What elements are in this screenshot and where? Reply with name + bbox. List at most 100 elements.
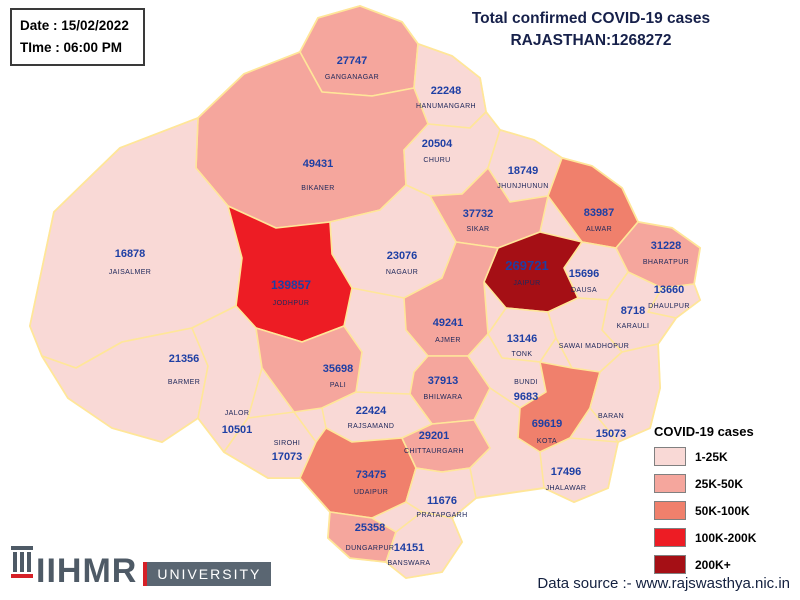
district-bharatpur-label: BHARATPUR bbox=[643, 259, 689, 266]
district-karauli-label: KARAULI bbox=[617, 323, 650, 330]
district-baran-region bbox=[589, 343, 661, 443]
district-banswara-region bbox=[385, 511, 463, 579]
legend-swatch bbox=[654, 555, 686, 574]
legend: COVID-19 cases 1-25K 25K-50K 50K-100K 100K-… bbox=[654, 424, 784, 582]
legend-item-1-25K: 1-25K bbox=[654, 447, 784, 466]
district-jaisalmer-value: 16878 bbox=[115, 248, 146, 260]
legend-label: 100K-200K bbox=[695, 530, 757, 545]
legend-title: COVID-19 cases bbox=[654, 424, 754, 439]
district-jaipur-label: JAIPUR bbox=[513, 280, 540, 287]
district-hanumangarh-value: 22248 bbox=[431, 85, 462, 97]
district-jhalawar-label: JHALAWAR bbox=[546, 485, 587, 492]
legend-items: 1-25K 25K-50K 50K-100K 100K-200K 200K+ bbox=[654, 447, 784, 574]
legend-label: 1-25K bbox=[695, 449, 728, 464]
district-jodhpur-label: JODHPUR bbox=[273, 300, 310, 307]
district-banswara-value: 14151 bbox=[394, 542, 425, 554]
date-label: Date : 15/02/2022 bbox=[20, 18, 129, 33]
district-jhalawar-value: 17496 bbox=[551, 466, 582, 478]
district-alwar-label: ALWAR bbox=[586, 226, 612, 233]
district-bhilwara-value: 37913 bbox=[428, 375, 459, 387]
title-line-1: Total confirmed COVID-19 cases bbox=[471, 10, 711, 27]
district-ajmer-value: 49241 bbox=[433, 317, 464, 329]
district-rajsamand-value: 22424 bbox=[356, 405, 387, 417]
district-kota-value: 69619 bbox=[532, 418, 563, 430]
district-barmer-value: 21356 bbox=[169, 353, 200, 365]
district-dhaulpur-label: DHAULPUR bbox=[648, 303, 690, 310]
district-churu-label: CHURU bbox=[423, 157, 450, 164]
district-tonk-value: 13146 bbox=[507, 333, 538, 345]
district-dhaulpur-value: 13660 bbox=[654, 284, 685, 296]
legend-item-25K-50K: 25K-50K bbox=[654, 474, 784, 493]
district-sirohi-label: SIROHI bbox=[274, 440, 301, 447]
district-dungarpur-value: 25358 bbox=[355, 522, 386, 534]
district-ganganagar-label: GANGANAGAR bbox=[325, 74, 379, 81]
legend-swatch bbox=[654, 501, 686, 520]
legend-item-50K-100K: 50K-100K bbox=[654, 501, 784, 520]
building-icon bbox=[10, 545, 34, 586]
district-jhunjhunun-label: JHUNJHUNUN bbox=[497, 183, 548, 190]
district-dungarpur-label: DUNGARPUR bbox=[346, 545, 395, 552]
district-jaipur-value: 269721 bbox=[505, 258, 548, 273]
district-tonk-label: TONK bbox=[512, 351, 533, 358]
district-sirohi-value: 17073 bbox=[272, 451, 303, 463]
legend-item-200K+: 200K+ bbox=[654, 555, 784, 574]
legend-label: 200K+ bbox=[695, 557, 731, 572]
district-churu-value: 20504 bbox=[422, 138, 453, 150]
district-udaipur-value: 73475 bbox=[356, 469, 387, 481]
district-bhilwara-label: BHILWARA bbox=[424, 394, 463, 401]
legend-item-100K-200K: 100K-200K bbox=[654, 528, 784, 547]
legend-label: 25K-50K bbox=[695, 476, 744, 491]
district-udaipur-label: UDAIPUR bbox=[354, 489, 388, 496]
district-pali-value: 35698 bbox=[323, 363, 354, 375]
district-bundi-label: BUNDI bbox=[514, 379, 538, 386]
data-source-text: Data source :- www.rajswasthya.nic.in bbox=[537, 575, 790, 592]
district-pratapgarh-value: 11676 bbox=[427, 495, 457, 507]
district-jalor-value: 10501 bbox=[222, 424, 253, 436]
district-bikaner-value: 49431 bbox=[303, 158, 334, 170]
logo-sub-text: UNIVERSITY bbox=[143, 562, 272, 586]
district-bharatpur-value: 31228 bbox=[651, 240, 682, 252]
time-label: TIme : 06:00 PM bbox=[20, 39, 123, 55]
district-ganganagar-value: 27747 bbox=[337, 55, 368, 67]
district-karauli-value: 8718 bbox=[621, 305, 645, 317]
district-pratapgarh-label: PRATAPGARH bbox=[416, 512, 467, 519]
district-jodhpur-value: 139857 bbox=[271, 278, 311, 292]
page-title: Total confirmed COVID-19 cases RAJASTHAN… bbox=[396, 8, 786, 53]
district-barmer-label: BARMER bbox=[168, 379, 200, 386]
district-nagaur-label: NAGAUR bbox=[386, 269, 418, 276]
district-dausa-label: DAUSA bbox=[571, 287, 597, 294]
district-rajsamand-label: RAJSAMAND bbox=[348, 423, 395, 430]
district-bikaner-label: BIKANER bbox=[301, 185, 335, 192]
district-jaisalmer-label: JAISALMER bbox=[109, 269, 152, 276]
iihmr-university-logo: IIHMR UNIVERSITY bbox=[10, 545, 272, 591]
district-jhunjhunun-value: 18749 bbox=[508, 165, 539, 177]
district-banswara-label: BANSWARA bbox=[387, 560, 430, 567]
district-kota-label: KOTA bbox=[537, 438, 557, 445]
district-ajmer-label: AJMER bbox=[435, 337, 461, 344]
district-bundi-value: 9683 bbox=[514, 391, 538, 403]
district-sikar-value: 37732 bbox=[463, 208, 494, 220]
legend-swatch bbox=[654, 447, 686, 466]
district-chittaurgarh-value: 29201 bbox=[419, 430, 450, 442]
date-time-box: Date : 15/02/2022 TIme : 06:00 PM bbox=[10, 8, 145, 67]
legend-swatch bbox=[654, 474, 686, 493]
district-sikar-label: SIKAR bbox=[466, 226, 489, 233]
district-baran-label: BARAN bbox=[598, 413, 624, 420]
district-chittaurgarh-label: CHITTAURGARH bbox=[404, 448, 464, 455]
district-hanumangarh-label: HANUMANGARH bbox=[416, 103, 476, 110]
district-jalor-label: JALOR bbox=[225, 410, 250, 417]
district-pali-label: PALI bbox=[330, 382, 346, 389]
logo-brand-text: IIHMR bbox=[36, 552, 138, 591]
district-sawai-madhopur-label: SAWAI MADHOPUR bbox=[559, 343, 629, 350]
legend-swatch bbox=[654, 528, 686, 547]
district-jhalawar-region bbox=[539, 437, 619, 503]
district-dausa-value: 15696 bbox=[569, 268, 600, 280]
district-alwar-value: 83987 bbox=[584, 207, 615, 219]
district-pratapgarh-region bbox=[405, 467, 477, 519]
title-line-2: RAJASTHAN:1268272 bbox=[510, 32, 672, 50]
district-nagaur-value: 23076 bbox=[387, 250, 418, 262]
legend-label: 50K-100K bbox=[695, 503, 750, 518]
district-baran-value: 15073 bbox=[596, 428, 627, 440]
district-ajmer-region bbox=[403, 241, 499, 357]
